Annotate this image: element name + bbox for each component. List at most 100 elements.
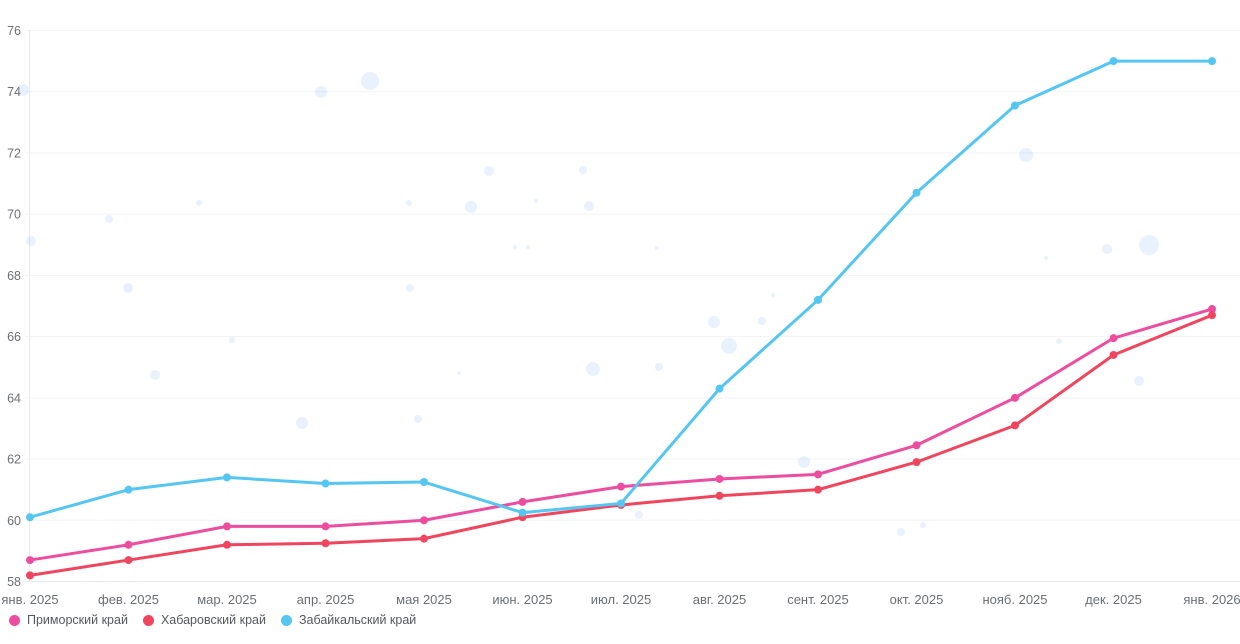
series-point[interactable] — [1011, 101, 1019, 110]
series-point[interactable] — [814, 485, 822, 494]
decor-bubble — [457, 371, 461, 375]
decor-bubble — [484, 166, 494, 176]
decor-bubble — [1056, 338, 1062, 344]
series-point[interactable] — [814, 470, 822, 479]
decor-bubble — [1102, 244, 1112, 254]
y-tick-label: 74 — [7, 85, 21, 99]
series-point[interactable] — [1011, 421, 1019, 430]
decor-bubble — [586, 362, 600, 376]
decor-bubble — [584, 201, 594, 211]
series-point[interactable] — [715, 384, 724, 393]
decor-bubble — [1044, 256, 1048, 260]
decor-bubble — [534, 199, 538, 203]
decor-bubble — [526, 245, 530, 249]
x-tick-label: июл. 2025 — [591, 592, 651, 607]
series-point[interactable] — [814, 295, 822, 304]
series-point[interactable] — [518, 497, 527, 506]
decor-bubble — [123, 283, 133, 293]
series-point[interactable] — [223, 540, 231, 549]
series-point[interactable] — [617, 482, 625, 491]
y-tick-label: 68 — [7, 269, 21, 283]
legend-swatch — [280, 614, 292, 626]
series-point[interactable] — [223, 473, 231, 482]
series-line-2 — [28, 59, 1214, 519]
decor-bubble — [771, 293, 775, 297]
series-point[interactable] — [1109, 334, 1118, 343]
series-point[interactable] — [26, 513, 34, 522]
series-point[interactable] — [1208, 305, 1216, 314]
decor-bubble — [897, 528, 905, 536]
series-point[interactable] — [1109, 57, 1118, 66]
decor-bubble — [26, 236, 36, 246]
series-point[interactable] — [1011, 393, 1019, 402]
series-point[interactable] — [420, 478, 428, 487]
series-point[interactable] — [1109, 350, 1118, 359]
legend-item-2[interactable]: Забайкальский край — [280, 613, 416, 627]
x-tick-label: авг. 2025 — [693, 592, 746, 607]
series-point[interactable] — [124, 485, 133, 494]
x-tick-label: янв. 2025 — [1, 592, 58, 607]
y-tick-label: 76 — [7, 24, 21, 38]
y-tick-label: 64 — [7, 391, 21, 405]
series-point[interactable] — [1208, 57, 1216, 66]
series-point[interactable] — [715, 474, 724, 483]
series-point[interactable] — [223, 522, 231, 531]
series-point[interactable] — [124, 540, 133, 549]
y-tick-label: 70 — [7, 208, 21, 222]
decor-bubble — [758, 317, 766, 325]
series-point[interactable] — [26, 571, 34, 580]
x-tick-label: сент. 2025 — [787, 592, 849, 607]
decor-bubble — [920, 522, 926, 528]
decor-bubble — [17, 84, 29, 96]
decor-bubble — [465, 201, 477, 213]
decor-bubble — [229, 337, 235, 343]
series-point[interactable] — [912, 458, 921, 467]
legend-item-0[interactable]: Приморский край — [9, 613, 128, 627]
decor-bubble — [708, 316, 720, 328]
series-point[interactable] — [518, 508, 527, 517]
decor-bubble — [579, 166, 587, 174]
legend-swatch — [9, 614, 20, 626]
series-point[interactable] — [321, 522, 330, 531]
y-tick-label: 66 — [7, 330, 21, 344]
decor-bubble — [150, 370, 160, 380]
series-point[interactable] — [321, 479, 330, 488]
legend: Приморский край Хабаровский край Забайкаль… — [0, 613, 1240, 627]
decor-bubble — [406, 284, 414, 292]
decor-bubble — [105, 215, 113, 223]
decor-bubble — [513, 245, 517, 249]
x-tick-label: мар. 2025 — [197, 592, 257, 607]
decor-bubble — [196, 200, 202, 206]
decor-bubble — [361, 72, 379, 90]
y-tick-label: 60 — [7, 514, 21, 528]
legend-item-1[interactable]: Хабаровский край — [142, 613, 266, 627]
x-tick-label: янв. 2026 — [1183, 592, 1240, 607]
series-line-1 — [28, 313, 1214, 577]
series-point[interactable] — [912, 441, 921, 450]
decor-bubble — [635, 511, 643, 519]
series-point[interactable] — [420, 516, 428, 525]
series-point[interactable] — [124, 556, 133, 565]
series-point[interactable] — [617, 499, 625, 508]
y-tick-label: 58 — [7, 575, 21, 589]
decor-bubble — [655, 363, 663, 371]
series-point[interactable] — [912, 188, 921, 197]
series-point[interactable] — [321, 539, 330, 548]
x-tick-label: мая 2025 — [396, 592, 452, 607]
legend-label: Хабаровский край — [160, 613, 266, 627]
x-tick-label: нояб. 2025 — [982, 592, 1047, 607]
decor-bubble — [798, 456, 810, 468]
series-point[interactable] — [420, 534, 428, 543]
legend-swatch — [142, 614, 154, 626]
decor-bubble — [1019, 148, 1033, 162]
x-tick-label: дек. 2025 — [1085, 592, 1142, 607]
series-point[interactable] — [715, 491, 724, 500]
line-chart[interactable]: 58 60 62 64 66 68 70 72 74 76 янв. 2025 фев. 2025 ма… — [0, 0, 1240, 612]
series-point[interactable] — [26, 556, 34, 565]
x-tick-label: окт. 2025 — [890, 592, 944, 607]
series-point[interactable] — [1208, 311, 1216, 320]
legend-label: Приморский край — [27, 613, 128, 627]
decor-bubble — [1134, 376, 1144, 386]
decor-bubble — [721, 338, 737, 354]
